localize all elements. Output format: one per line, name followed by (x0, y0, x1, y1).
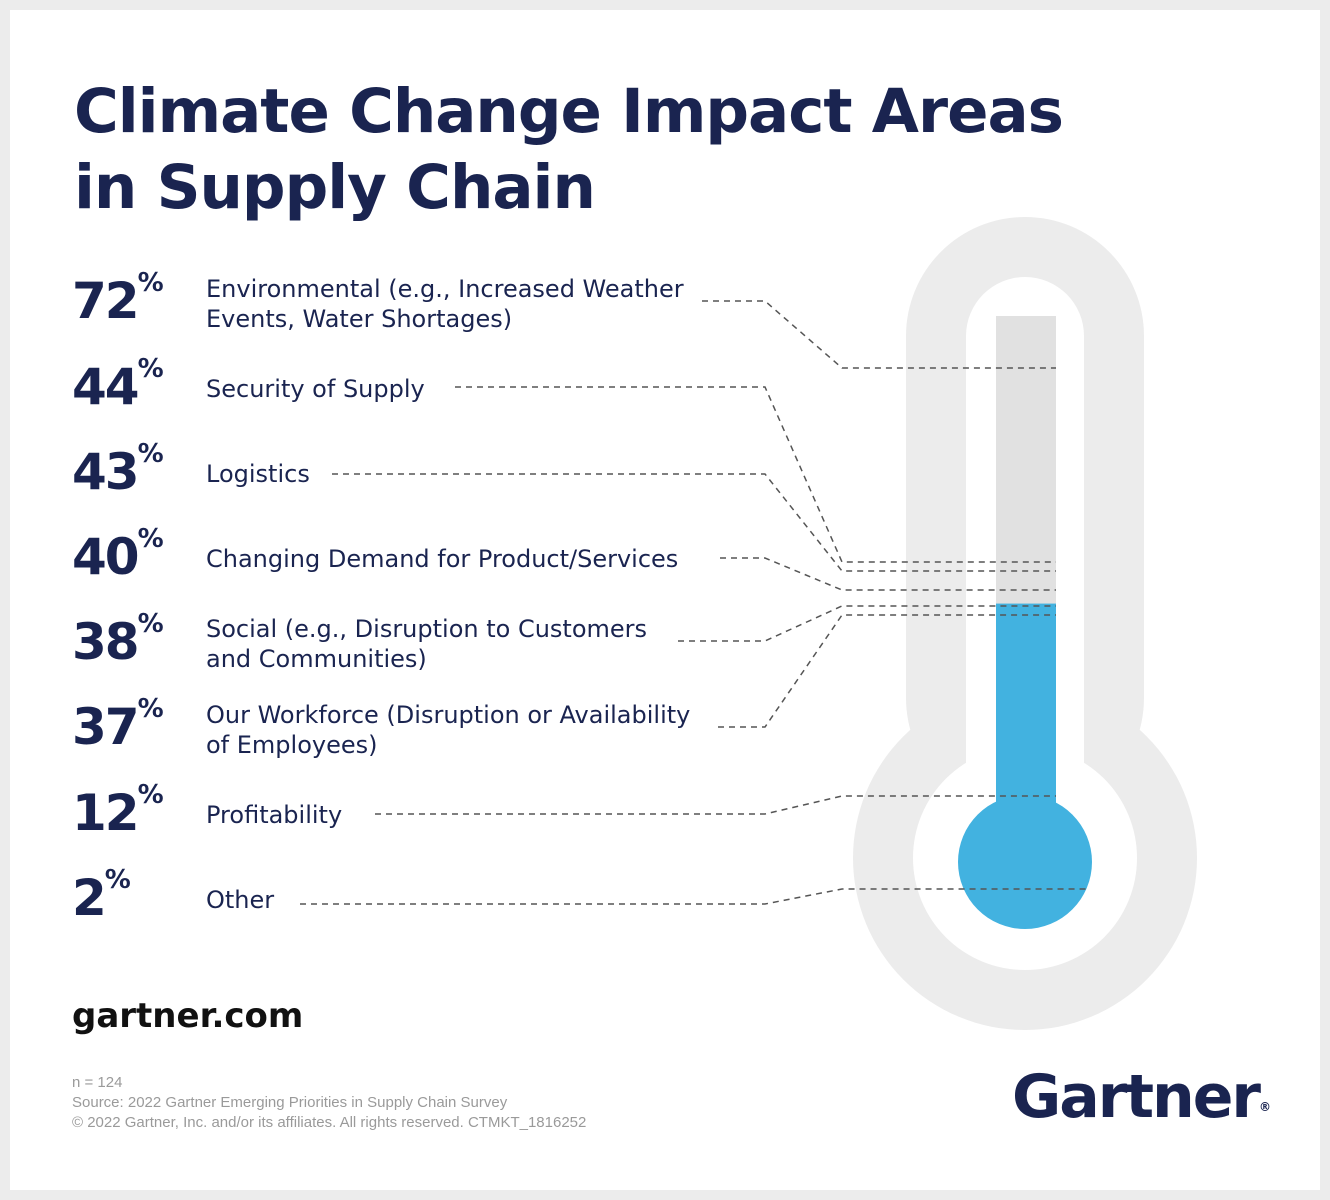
pct-environmental: 72% (72, 268, 164, 330)
source-text: Source: 2022 Gartner Emerging Priorities… (72, 1094, 508, 1111)
pct-other: 2% (72, 865, 131, 927)
leader-social (678, 605, 1056, 642)
label-environmental: Environmental (e.g., Increased Weather Ev… (206, 275, 684, 333)
website-link: gartner.com (72, 996, 304, 1036)
title-line-1: Climate Change Impact Areas (74, 76, 1064, 147)
page-title: Climate Change Impact Areas in Supply Ch… (74, 74, 1174, 226)
leader-workforce (718, 614, 1056, 728)
pct-profitability: 12% (72, 780, 164, 842)
thermometer-bulb (958, 795, 1092, 929)
leader-logistics (332, 473, 1056, 572)
gartner-logo: Gartner® (1012, 1062, 1272, 1132)
leader-environmental (702, 300, 1056, 369)
label-security-of-supply: Security of Supply (206, 375, 425, 403)
copyright-text: © 2022 Gartner, Inc. and/or its affiliat… (72, 1114, 587, 1131)
leader-other (300, 888, 1088, 905)
pct-changing-demand: 40% (72, 524, 164, 586)
pct-workforce: 37% (72, 694, 164, 756)
leader-profitability (375, 795, 1056, 815)
sample-size: n = 124 (72, 1074, 123, 1091)
label-profitability: Profitability (206, 801, 343, 829)
label-other: Other (206, 886, 275, 914)
label-logistics: Logistics (206, 460, 310, 488)
label-social: Social (e.g., Disruption to Customers and… (206, 615, 648, 673)
source-notes: n = 124 Source: 2022 Gartner Emerging Pr… (72, 1073, 586, 1133)
label-workforce: Our Workforce (Disruption or Availabilit… (206, 701, 691, 759)
leader-changing-demand (720, 557, 1056, 591)
label-changing-demand: Changing Demand for Product/Services (206, 545, 679, 573)
title-line-2: in Supply Chain (74, 152, 596, 223)
pct-security-of-supply: 44% (72, 354, 164, 416)
leader-security-of-supply (455, 386, 1056, 563)
pct-social: 38% (72, 609, 164, 671)
pct-logistics: 43% (72, 439, 164, 501)
